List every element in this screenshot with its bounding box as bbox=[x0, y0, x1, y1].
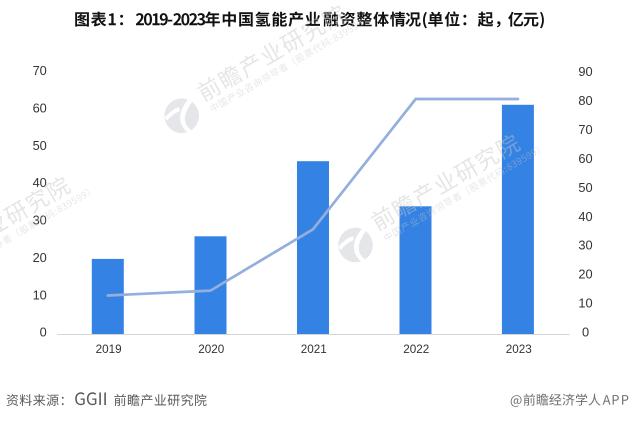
svg-text:10: 10 bbox=[578, 296, 592, 311]
svg-text:2022: 2022 bbox=[403, 343, 429, 356]
svg-text:50: 50 bbox=[33, 138, 47, 153]
svg-text:2019: 2019 bbox=[96, 343, 122, 356]
svg-text:10: 10 bbox=[33, 287, 47, 302]
svg-text:50: 50 bbox=[578, 180, 592, 195]
svg-text:80: 80 bbox=[578, 93, 592, 108]
svg-text:70: 70 bbox=[578, 122, 592, 137]
svg-text:0: 0 bbox=[40, 325, 47, 340]
svg-text:20: 20 bbox=[578, 267, 592, 282]
svg-text:40: 40 bbox=[578, 209, 592, 224]
svg-text:0: 0 bbox=[582, 325, 589, 340]
svg-text:70: 70 bbox=[33, 63, 47, 78]
svg-text:2021: 2021 bbox=[301, 343, 327, 356]
svg-text:2020: 2020 bbox=[198, 343, 225, 356]
svg-text:20: 20 bbox=[33, 250, 47, 265]
svg-text:30: 30 bbox=[578, 238, 592, 253]
svg-text:2023: 2023 bbox=[506, 343, 532, 356]
svg-text:60: 60 bbox=[578, 151, 592, 166]
svg-text:40: 40 bbox=[33, 175, 47, 190]
svg-text:90: 90 bbox=[578, 64, 592, 79]
svg-text:60: 60 bbox=[33, 101, 47, 116]
